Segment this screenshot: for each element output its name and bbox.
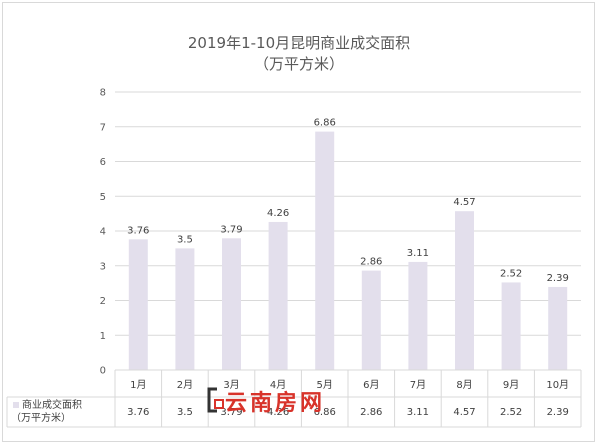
y-tick-label: 1 [100, 331, 106, 342]
x-category-label: 4月 [270, 379, 286, 391]
bar-9 [501, 282, 521, 370]
table-value-cell: 6.86 [314, 407, 336, 418]
bar-3 [222, 238, 241, 370]
y-tick-label: 8 [100, 88, 106, 99]
bar-8 [455, 211, 474, 370]
bar-6 [361, 270, 381, 370]
data-labels: 3.76 3.5 3.79 4.26 6.86 2.86 3.11 4.57 2.52 2.39 [127, 118, 569, 284]
table-value-cell: 4.57 [453, 407, 475, 418]
table-value-cell: 3.11 [407, 407, 429, 418]
table-value-cell: 3.5 [177, 407, 193, 418]
data-label: 2.39 [547, 273, 569, 284]
legend-swatch [13, 402, 19, 408]
data-label: 4.57 [453, 197, 475, 208]
y-tick-label: 4 [100, 227, 106, 238]
data-label: 2.86 [360, 257, 382, 268]
table-value-cell: 4.26 [267, 407, 289, 418]
bar-10 [548, 286, 568, 370]
bracket-logo-icon [207, 387, 224, 413]
bar-4 [268, 221, 288, 370]
y-axis-ticks: 0 1 2 3 4 5 6 7 8 [100, 88, 106, 377]
legend-label-line2: （万平方米） [11, 411, 71, 424]
bar-2 [175, 248, 195, 370]
x-category-label: 8月 [456, 379, 472, 391]
bar-5 [315, 131, 335, 370]
x-category-label: 5月 [317, 379, 333, 391]
table-value-cell: 2.52 [500, 407, 522, 418]
table-value-cell: 3.79 [220, 407, 242, 418]
x-category-label: 2月 [177, 379, 193, 391]
data-label: 3.79 [220, 224, 242, 235]
x-category-label: 7月 [410, 379, 426, 391]
x-category-label: 1月 [130, 379, 146, 391]
table-value-cell: 3.76 [127, 407, 149, 418]
data-label: 6.86 [314, 118, 336, 129]
table-value-cell: 2.86 [360, 407, 382, 418]
bar-1 [128, 239, 148, 370]
data-label: 3.5 [177, 234, 193, 245]
y-tick-label: 7 [100, 122, 106, 133]
y-tick-label: 6 [100, 157, 106, 168]
chart-title: 2019年1-10月昆明商业成交面积 [188, 34, 410, 52]
bars [128, 131, 568, 370]
data-label: 4.26 [267, 208, 289, 219]
table-value-cell: 2.39 [547, 407, 569, 418]
data-label: 3.11 [407, 248, 429, 259]
chart-subtitle: （万平方米） [254, 55, 344, 73]
chart-canvas: 2019年1-10月昆明商业成交面积 （万平方米） 0 1 2 3 4 5 6 7 8 3.76… [6, 34, 582, 428]
y-tick-label: 2 [100, 296, 106, 307]
x-category-label: 10月 [546, 379, 569, 391]
y-tick-label: 5 [100, 192, 106, 203]
data-label: 2.52 [500, 268, 522, 279]
x-category-label: 9月 [503, 379, 519, 391]
bar-7 [408, 261, 428, 370]
chart-frame: 2019年1-10月昆明商业成交面积 （万平方米） 0 1 2 3 4 5 6 7 8 3.76… [2, 2, 595, 442]
x-category-label: 3月 [223, 379, 239, 391]
y-tick-label: 0 [100, 366, 106, 377]
watermark-text: 云南房网 [225, 390, 325, 416]
x-category-label: 6月 [363, 379, 379, 391]
data-label: 3.76 [127, 225, 149, 236]
y-tick-label: 3 [100, 261, 106, 272]
watermark: 云南房网 [207, 387, 325, 416]
legend-label-line1: 商业成交面积 [22, 398, 82, 411]
data-table: 1月 3.76 2月 3.5 3月 3.79 4月 4.26 5月 6.86 6月 2.86 7月 3.1… [6, 369, 582, 428]
